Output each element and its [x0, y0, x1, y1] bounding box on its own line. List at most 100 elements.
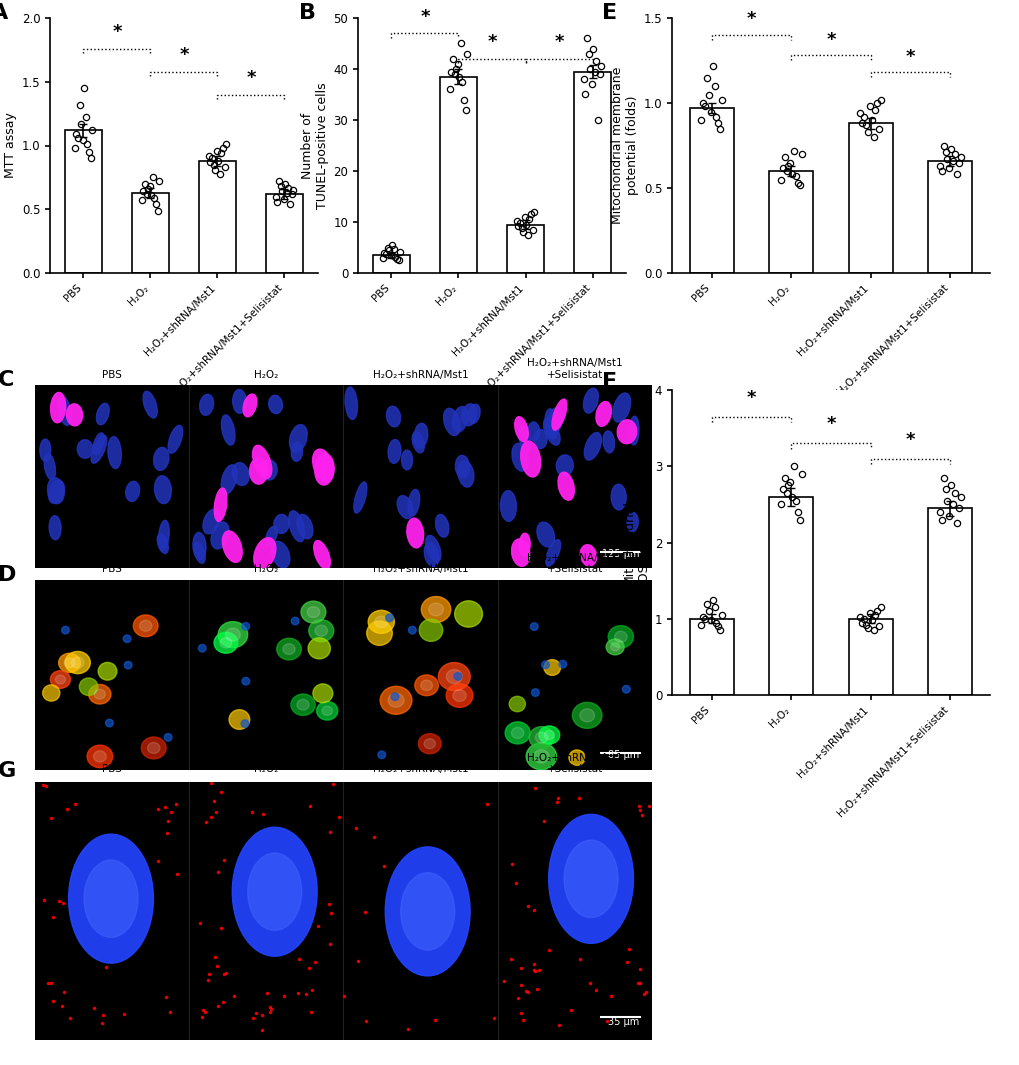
Ellipse shape: [616, 420, 636, 444]
Text: *: *: [179, 46, 189, 64]
Ellipse shape: [511, 727, 524, 738]
Ellipse shape: [579, 709, 594, 722]
Ellipse shape: [55, 675, 65, 684]
Ellipse shape: [504, 722, 530, 744]
Ellipse shape: [529, 726, 553, 749]
Ellipse shape: [545, 540, 560, 567]
Ellipse shape: [543, 419, 559, 445]
Ellipse shape: [266, 526, 277, 545]
Ellipse shape: [414, 423, 427, 448]
Ellipse shape: [418, 734, 441, 754]
Ellipse shape: [583, 388, 598, 413]
Ellipse shape: [380, 686, 412, 715]
Ellipse shape: [428, 603, 443, 616]
Ellipse shape: [43, 685, 60, 701]
Ellipse shape: [512, 443, 528, 471]
Ellipse shape: [221, 464, 236, 494]
Ellipse shape: [143, 391, 157, 419]
Ellipse shape: [232, 462, 249, 486]
Ellipse shape: [452, 690, 466, 702]
Ellipse shape: [424, 739, 435, 749]
Text: *: *: [246, 69, 256, 87]
Ellipse shape: [344, 387, 357, 420]
Bar: [574, 71, 610, 273]
Ellipse shape: [610, 643, 620, 651]
Ellipse shape: [218, 622, 248, 648]
Ellipse shape: [97, 404, 109, 425]
Ellipse shape: [141, 737, 166, 759]
Ellipse shape: [98, 662, 117, 681]
Text: H₂O₂: H₂O₂: [254, 564, 278, 574]
Ellipse shape: [71, 657, 84, 668]
Ellipse shape: [61, 626, 69, 634]
Ellipse shape: [221, 415, 234, 445]
Ellipse shape: [595, 402, 610, 426]
Ellipse shape: [40, 439, 51, 461]
Text: *: *: [905, 430, 914, 448]
Ellipse shape: [385, 847, 470, 976]
Ellipse shape: [613, 632, 627, 642]
Text: 35 μm: 35 μm: [607, 1017, 639, 1027]
Ellipse shape: [91, 436, 107, 463]
Ellipse shape: [313, 684, 332, 703]
Ellipse shape: [424, 542, 438, 567]
Ellipse shape: [435, 514, 448, 537]
Ellipse shape: [622, 686, 630, 693]
Ellipse shape: [605, 639, 624, 655]
Bar: [439, 77, 477, 273]
Ellipse shape: [548, 815, 633, 944]
Y-axis label: Number of
TUNEL-positive cells: Number of TUNEL-positive cells: [301, 82, 329, 209]
Ellipse shape: [408, 490, 419, 515]
Ellipse shape: [282, 643, 294, 655]
Ellipse shape: [408, 626, 416, 634]
Bar: [689, 109, 733, 273]
Ellipse shape: [396, 495, 413, 519]
Ellipse shape: [232, 828, 317, 956]
Ellipse shape: [454, 601, 482, 627]
Y-axis label: Mitochondrial
ROS production: Mitochondrial ROS production: [622, 493, 650, 591]
Ellipse shape: [534, 429, 546, 448]
Ellipse shape: [500, 491, 516, 521]
Ellipse shape: [451, 407, 468, 432]
Ellipse shape: [454, 456, 469, 478]
Ellipse shape: [232, 390, 247, 413]
Ellipse shape: [290, 694, 315, 716]
Ellipse shape: [528, 422, 539, 441]
Ellipse shape: [438, 662, 470, 690]
Ellipse shape: [387, 440, 400, 463]
Bar: [848, 619, 892, 695]
Ellipse shape: [271, 541, 289, 568]
Ellipse shape: [569, 750, 585, 766]
Ellipse shape: [65, 652, 91, 674]
Text: H₂O₂: H₂O₂: [254, 370, 278, 379]
Ellipse shape: [93, 432, 104, 455]
Ellipse shape: [366, 621, 392, 645]
Ellipse shape: [242, 623, 250, 630]
Bar: [131, 193, 169, 273]
Ellipse shape: [520, 441, 540, 477]
Ellipse shape: [607, 625, 633, 648]
Ellipse shape: [420, 681, 432, 690]
Text: *: *: [420, 7, 429, 26]
Ellipse shape: [268, 395, 282, 413]
Ellipse shape: [407, 519, 423, 547]
Ellipse shape: [546, 408, 562, 435]
Ellipse shape: [629, 416, 638, 445]
Ellipse shape: [612, 393, 630, 422]
Ellipse shape: [148, 742, 160, 753]
Ellipse shape: [301, 601, 325, 623]
Ellipse shape: [288, 511, 305, 542]
Ellipse shape: [124, 661, 131, 669]
Ellipse shape: [374, 616, 387, 627]
Ellipse shape: [248, 853, 302, 931]
Ellipse shape: [48, 480, 64, 504]
Ellipse shape: [168, 425, 182, 454]
Ellipse shape: [531, 689, 539, 697]
Text: H₂O₂+shRNA/Mst1: H₂O₂+shRNA/Mst1: [373, 370, 468, 379]
Ellipse shape: [539, 726, 559, 744]
Bar: [266, 194, 303, 273]
Text: 85 μm: 85 μm: [607, 751, 639, 760]
Ellipse shape: [276, 638, 301, 660]
Ellipse shape: [68, 834, 153, 963]
Ellipse shape: [225, 628, 240, 641]
